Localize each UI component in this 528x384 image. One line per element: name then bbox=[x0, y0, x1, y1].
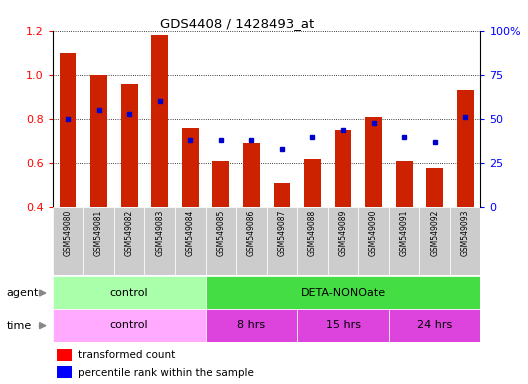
Text: 15 hrs: 15 hrs bbox=[325, 320, 361, 331]
Bar bbox=[365, 117, 382, 207]
Bar bbox=[389, 309, 480, 342]
Text: GSM549081: GSM549081 bbox=[94, 209, 103, 256]
Bar bbox=[419, 207, 450, 275]
Bar bbox=[457, 90, 474, 207]
Bar bbox=[395, 161, 412, 207]
Bar bbox=[335, 130, 352, 207]
Bar bbox=[90, 75, 107, 207]
Text: transformed count: transformed count bbox=[79, 350, 176, 360]
Bar bbox=[121, 84, 138, 207]
Bar bbox=[297, 309, 389, 342]
Text: percentile rank within the sample: percentile rank within the sample bbox=[79, 367, 254, 377]
Text: GSM549082: GSM549082 bbox=[125, 209, 134, 256]
Text: GSM549085: GSM549085 bbox=[216, 209, 225, 256]
Bar bbox=[243, 143, 260, 207]
Text: 8 hrs: 8 hrs bbox=[237, 320, 266, 331]
Text: 24 hrs: 24 hrs bbox=[417, 320, 452, 331]
Bar bbox=[60, 53, 77, 207]
Bar bbox=[145, 207, 175, 275]
Text: GSM549092: GSM549092 bbox=[430, 209, 439, 256]
Text: GSM549086: GSM549086 bbox=[247, 209, 256, 256]
Bar bbox=[212, 161, 229, 207]
Text: DETA-NONOate: DETA-NONOate bbox=[300, 288, 385, 298]
Text: GSM549087: GSM549087 bbox=[277, 209, 286, 256]
Text: GSM549083: GSM549083 bbox=[155, 209, 164, 256]
Text: GSM549088: GSM549088 bbox=[308, 209, 317, 256]
Bar bbox=[389, 207, 419, 275]
Bar bbox=[205, 207, 236, 275]
Text: control: control bbox=[110, 288, 148, 298]
Text: GDS4408 / 1428493_at: GDS4408 / 1428493_at bbox=[161, 17, 315, 30]
Text: GSM549089: GSM549089 bbox=[338, 209, 347, 256]
Bar bbox=[53, 309, 205, 342]
Bar bbox=[152, 35, 168, 207]
Text: GSM549080: GSM549080 bbox=[63, 209, 72, 256]
Bar bbox=[274, 183, 290, 207]
Bar bbox=[304, 159, 321, 207]
Bar bbox=[205, 309, 297, 342]
Bar bbox=[205, 276, 480, 309]
Bar bbox=[297, 207, 328, 275]
Bar bbox=[236, 207, 267, 275]
Text: GSM549093: GSM549093 bbox=[461, 209, 470, 256]
Bar bbox=[53, 276, 205, 309]
Bar bbox=[450, 207, 480, 275]
Bar bbox=[328, 207, 359, 275]
Bar bbox=[57, 366, 72, 379]
Text: time: time bbox=[7, 321, 32, 331]
Bar bbox=[53, 207, 83, 275]
Text: GSM549091: GSM549091 bbox=[400, 209, 409, 256]
Bar bbox=[359, 207, 389, 275]
Bar bbox=[83, 207, 114, 275]
Text: GSM549084: GSM549084 bbox=[186, 209, 195, 256]
Bar bbox=[57, 349, 72, 361]
Bar bbox=[182, 128, 199, 207]
Bar bbox=[175, 207, 205, 275]
Bar bbox=[426, 167, 443, 207]
Text: agent: agent bbox=[7, 288, 39, 298]
Bar bbox=[267, 207, 297, 275]
Bar bbox=[114, 207, 145, 275]
Text: control: control bbox=[110, 320, 148, 331]
Text: GSM549090: GSM549090 bbox=[369, 209, 378, 256]
